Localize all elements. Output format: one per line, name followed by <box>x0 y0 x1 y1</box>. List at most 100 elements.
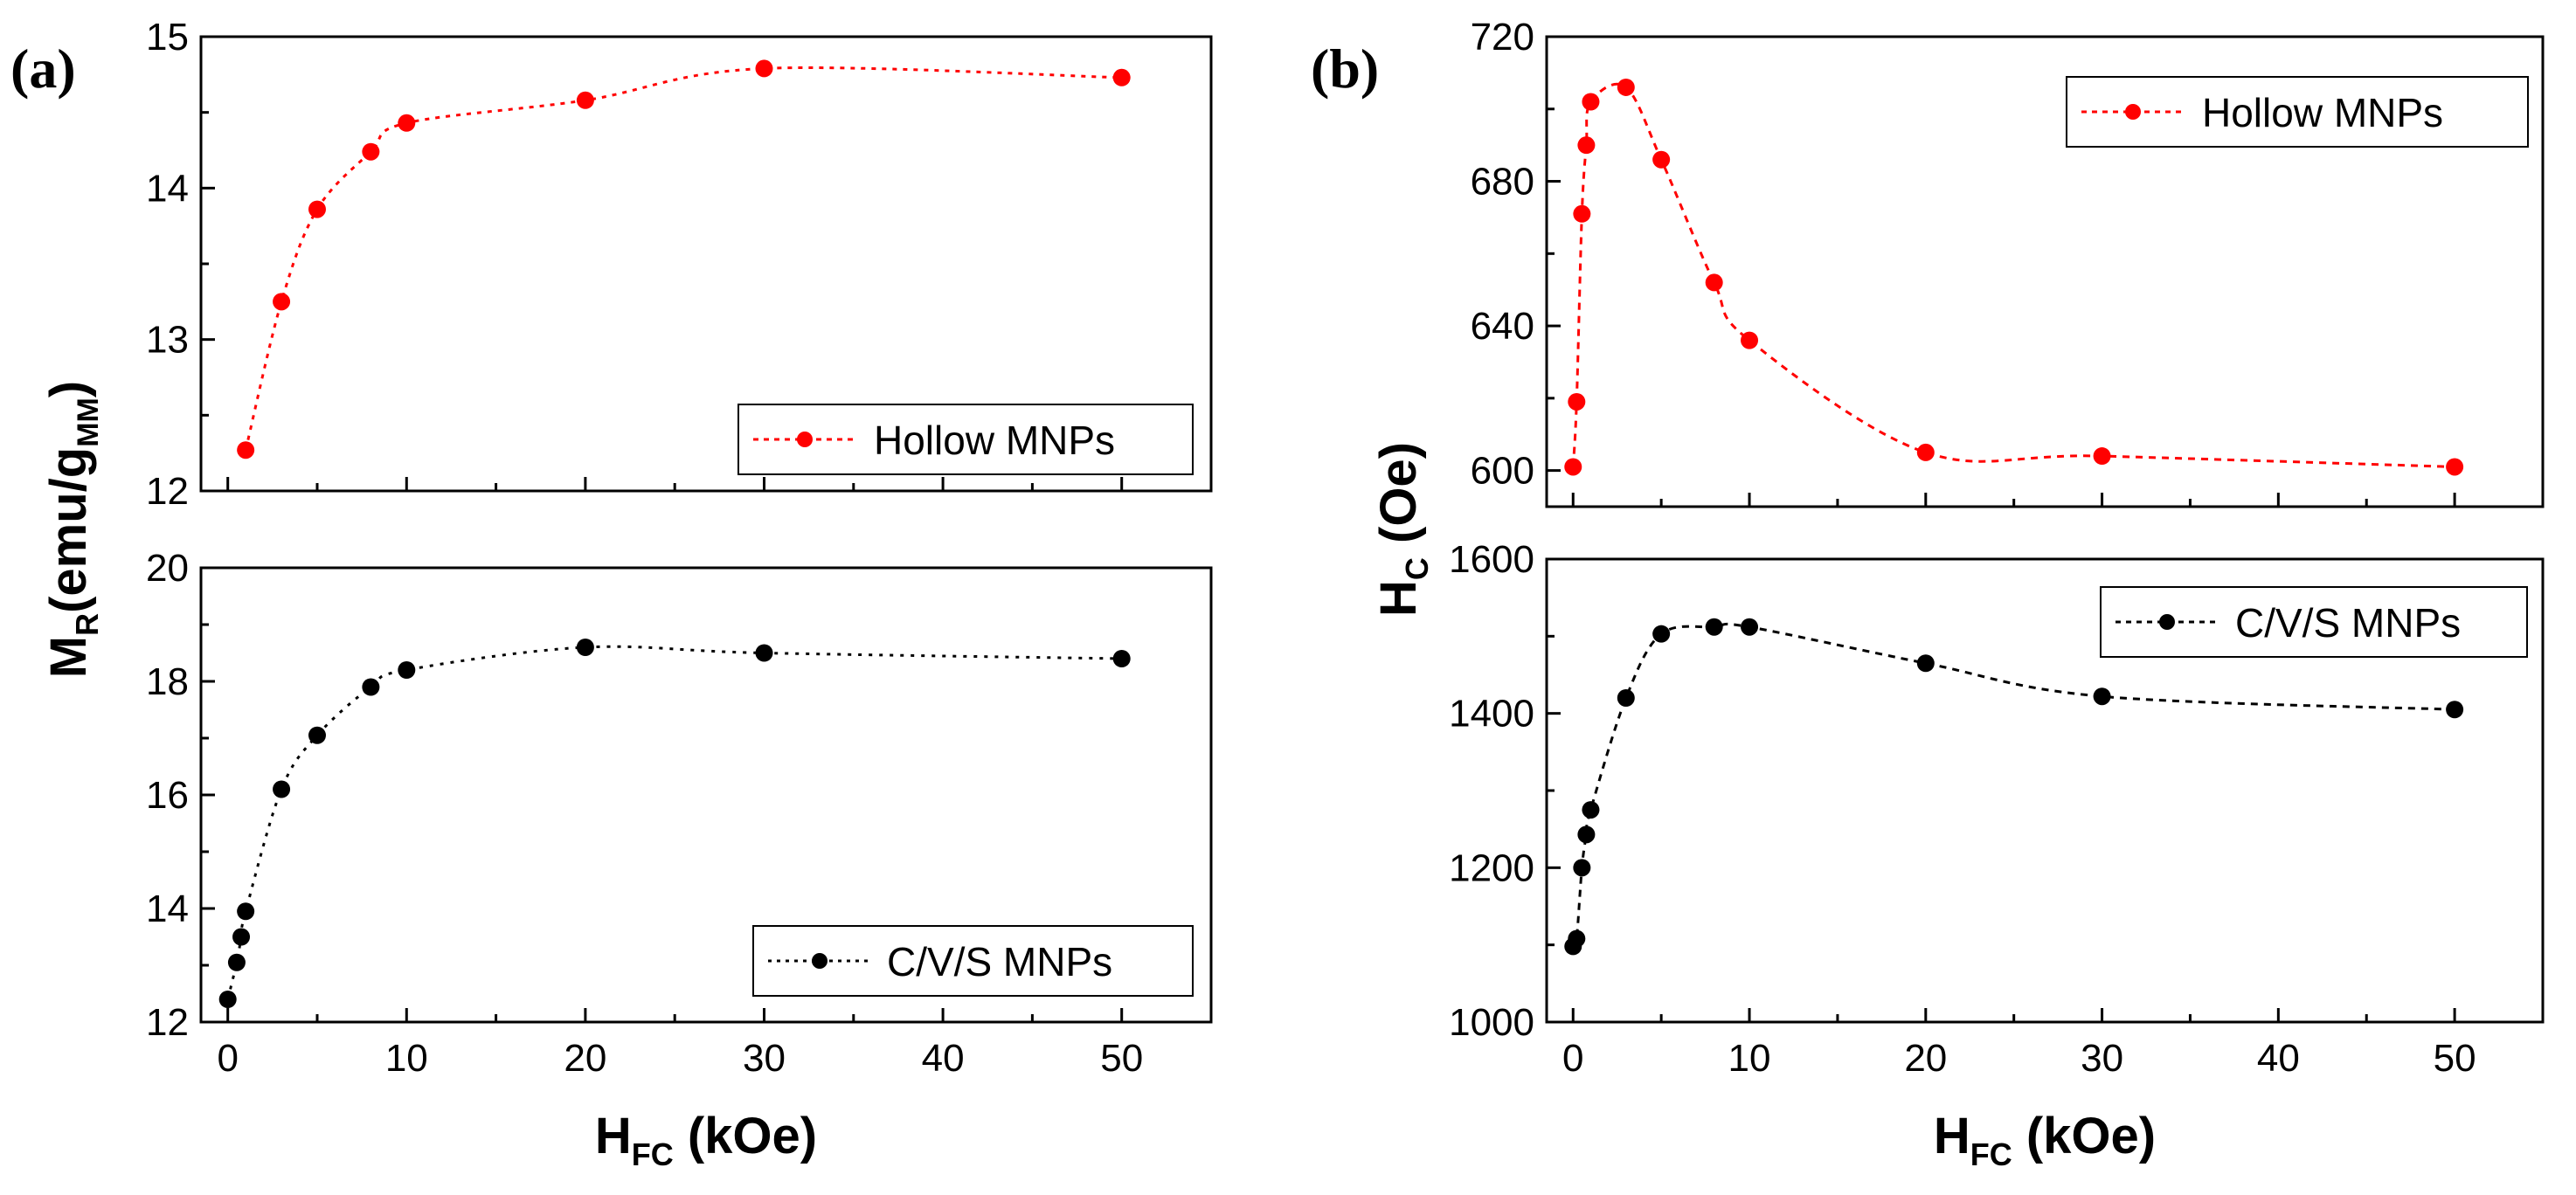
b-bottom-ytick-label: 1400 <box>1449 693 1534 736</box>
b-top-data-point <box>1617 78 1635 96</box>
a-bottom-xtick-label: 10 <box>385 1037 428 1080</box>
panel-a-ylabel-main: M <box>40 636 97 678</box>
b-bottom-series-line <box>1571 622 2455 949</box>
a-bottom-data-point <box>308 726 326 744</box>
a-bottom-xtick-label: 40 <box>922 1037 965 1080</box>
panel-b-xlabel-rest: (kOe) <box>2012 1108 2156 1164</box>
panel-b-ylabel: HC (Oe) <box>1370 442 1435 617</box>
panel-a-xlabel-main: H <box>595 1108 632 1164</box>
panel-b-top-legend-label: Hollow MNPs <box>2202 90 2443 135</box>
a-bottom-data-point <box>232 928 251 946</box>
b-top-data-point <box>1577 136 1596 155</box>
a-bottom-ytick-label: 20 <box>146 547 189 590</box>
panel-a-ylabel: MR(emu/gMM) <box>40 381 105 678</box>
a-top-data-point <box>1112 68 1131 86</box>
panel-b-bottom-legend-label: C/V/S MNPs <box>2235 600 2461 646</box>
a-bottom-xtick-label: 20 <box>564 1037 606 1080</box>
b-bottom-xtick-label: 30 <box>2081 1037 2123 1080</box>
a-top-data-point <box>237 441 255 459</box>
b-top-data-point <box>2093 447 2111 466</box>
b-bottom-data-point <box>1582 801 1600 819</box>
b-top-ytick-label: 640 <box>1471 305 1534 348</box>
a-bottom-data-point <box>398 661 416 679</box>
b-bottom-xtick-label: 10 <box>1728 1037 1771 1080</box>
a-bottom-ytick-label: 18 <box>146 660 189 703</box>
b-top-data-point <box>1582 93 1600 111</box>
b-bottom-data-point <box>1741 618 1759 636</box>
panel-a-xlabel: HFC (kOe) <box>595 1108 817 1172</box>
b-top-data-point <box>1573 204 1591 223</box>
legend-marker-cvs-b <box>2159 614 2175 630</box>
a-bottom-data-point <box>1112 650 1131 667</box>
a-top-data-point <box>755 59 773 78</box>
b-bottom-data-point <box>2093 687 2111 706</box>
a-top-data-point <box>308 200 326 218</box>
panel-b-top-plot-frame <box>1545 35 2545 508</box>
b-top-series-line <box>1571 82 2455 468</box>
b-top-data-point <box>1705 273 1723 292</box>
a-bottom-ytick-label: 16 <box>146 774 189 817</box>
panel-b-xlabel-main: H <box>1934 1108 1970 1164</box>
a-top-ytick-label: 15 <box>146 16 189 59</box>
b-top-data-point <box>1564 458 1582 476</box>
b-top-ytick-label: 680 <box>1471 161 1534 204</box>
panel-a-label: (a) <box>10 38 76 100</box>
a-bottom-xtick-label: 30 <box>743 1037 786 1080</box>
b-bottom-ytick-label: 1200 <box>1449 846 1534 889</box>
panel-a-bottom: 12 14 16 18 20 0 10 20 30 40 50 C/V/S MNPs <box>146 547 1213 1080</box>
panel-a-ylabel-sub: R <box>69 613 105 636</box>
b-top-data-point <box>1568 392 1586 411</box>
a-bottom-data-point <box>755 644 773 662</box>
b-bottom-data-point <box>1652 625 1671 643</box>
b-bottom-xtick-label: 50 <box>2434 1037 2476 1080</box>
b-bottom-data-point <box>1705 618 1723 636</box>
b-bottom-data-point <box>1916 654 1935 673</box>
b-top-data-point <box>1741 331 1759 349</box>
svg-text:MR(emu/gMM): MR(emu/gMM) <box>40 381 105 678</box>
legend-marker-hollow-a <box>797 432 813 447</box>
a-bottom-xtick-label: 50 <box>1100 1037 1143 1080</box>
a-top-data-point <box>362 142 380 161</box>
a-bottom-data-point <box>273 780 291 798</box>
b-bottom-data-point <box>1577 825 1596 844</box>
a-top-ytick-label: 13 <box>146 319 189 362</box>
b-bottom-data-point <box>1617 689 1635 707</box>
a-bottom-data-point <box>362 678 380 696</box>
a-bottom-ytick-label: 14 <box>146 888 189 930</box>
b-top-ytick-label: 720 <box>1471 16 1534 59</box>
a-top-data-point <box>576 91 594 109</box>
a-bottom-data-point <box>227 953 246 971</box>
panel-b-top: (b) 600 640 680 720 Hollow MNPs <box>1311 16 2545 508</box>
panel-a-ylabel-rest: (emu/g <box>40 447 97 613</box>
panel-a-ylabel-rest-sub: MM <box>72 397 105 447</box>
legend-marker-cvs-a <box>812 953 828 969</box>
b-bottom-ytick-label: 1600 <box>1449 538 1534 581</box>
panel-a-top: (a) 12 13 14 15 Hollow MNPs <box>10 16 1213 513</box>
a-bottom-data-point <box>218 991 237 1008</box>
panel-b-bottom-legend: C/V/S MNPs <box>2100 586 2528 658</box>
a-top-data-point <box>398 114 416 132</box>
panel-b-xlabel-sub: FC <box>1970 1136 2012 1172</box>
panel-a-bottom-legend-label: C/V/S MNPs <box>887 939 1112 984</box>
panel-b-ylabel-rest: (Oe) <box>1370 442 1427 557</box>
b-bottom-data-point <box>2446 701 2464 719</box>
a-top-data-point <box>273 293 291 311</box>
panel-a-xlabel-rest: (kOe) <box>674 1108 817 1164</box>
b-bottom-xtick-label: 40 <box>2257 1037 2300 1080</box>
legend-marker-hollow-b <box>2125 104 2141 120</box>
b-bottom-data-point <box>1573 859 1591 877</box>
a-top-series-line <box>244 66 1122 451</box>
b-top-data-point <box>2446 458 2464 476</box>
panel-a-xlabel-sub: FC <box>632 1136 674 1172</box>
a-bottom-xtick-label: 0 <box>217 1037 238 1080</box>
a-bottom-ytick-label: 12 <box>146 1001 189 1044</box>
b-top-data-point <box>1916 443 1935 461</box>
a-bottom-data-point <box>576 639 594 656</box>
a-top-ytick-label: 14 <box>146 167 189 210</box>
b-bottom-xtick-label: 0 <box>1562 1037 1583 1080</box>
b-top-ytick-label: 600 <box>1471 450 1534 493</box>
b-bottom-xtick-label: 20 <box>1904 1037 1947 1080</box>
panel-a-bottom-legend: C/V/S MNPs <box>752 925 1194 997</box>
panel-b-bottom: 1000 1200 1400 1600 0 10 20 30 40 50 C/V/S MNPs <box>1449 538 2545 1080</box>
